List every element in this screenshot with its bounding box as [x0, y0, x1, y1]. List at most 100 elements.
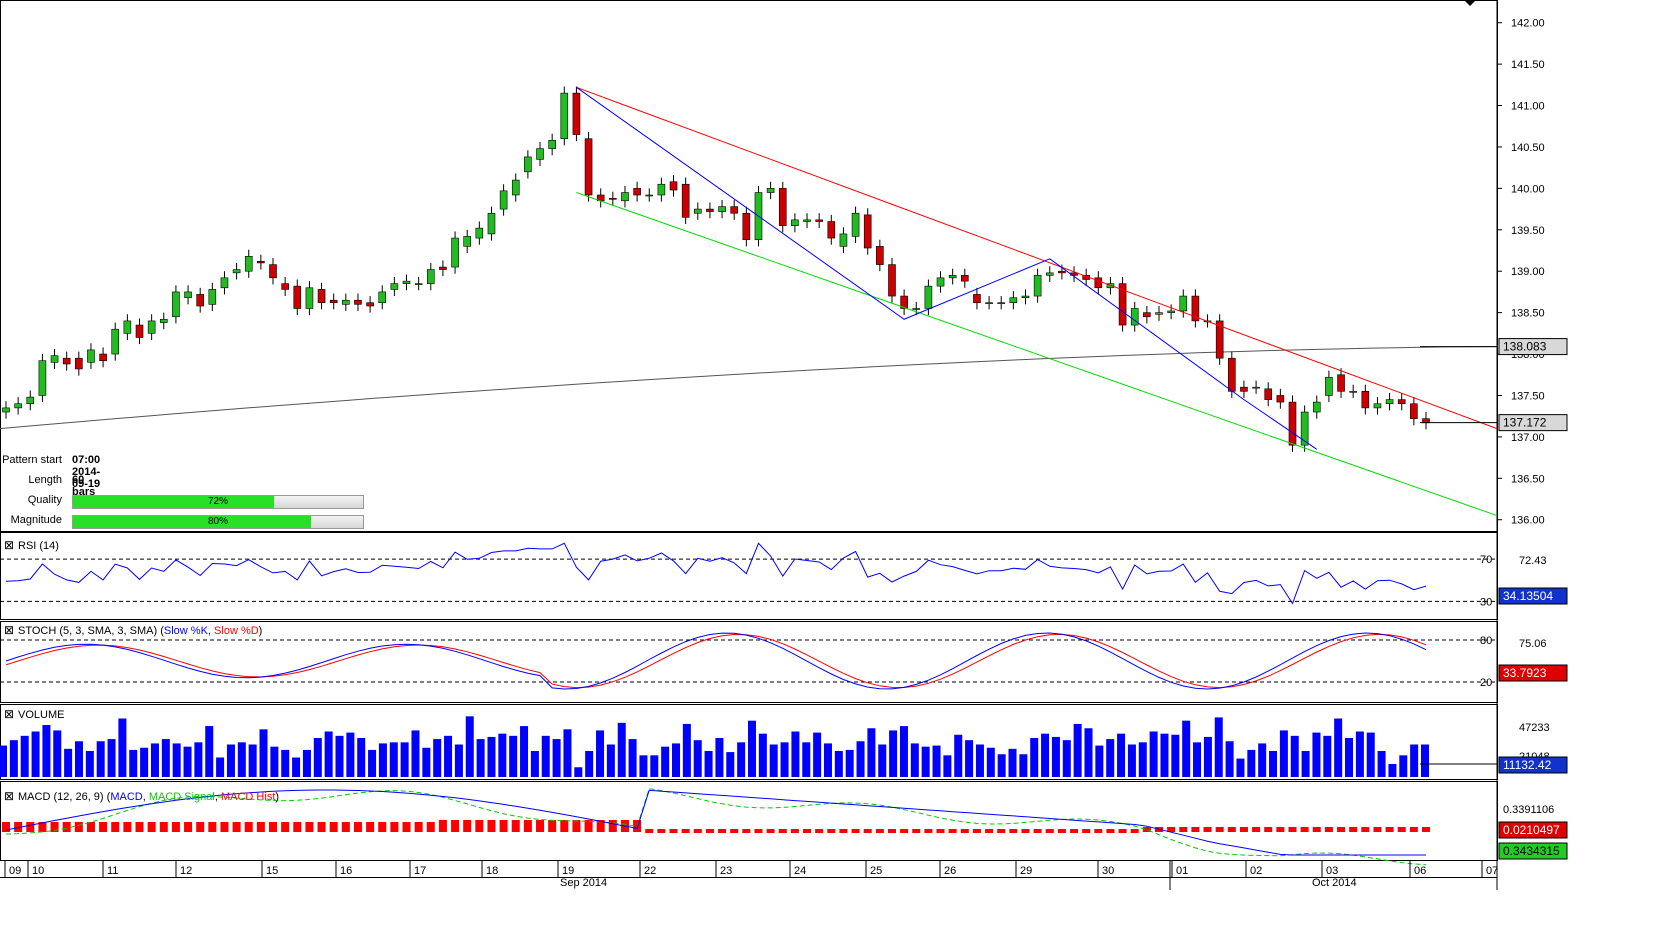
volume-bar [498, 733, 507, 777]
candle-body [718, 206, 726, 212]
macd-hist-bar [159, 822, 168, 832]
volume-bar [118, 718, 127, 777]
price-tick-label: 142.00 [1511, 18, 1545, 30]
candle [135, 318, 144, 345]
volume-bar [1117, 733, 1126, 777]
candle [487, 206, 496, 241]
candle [973, 287, 981, 310]
volume-axis-label-1: 47233 [1519, 722, 1550, 734]
candle-body [26, 396, 35, 405]
candle [572, 86, 581, 142]
macd-hist-legend: MACD Hist [221, 791, 275, 803]
stoch-close: ) [259, 625, 263, 637]
volume-bar [943, 755, 952, 777]
macd-hist-bar [281, 822, 290, 832]
volume-bar [1258, 743, 1267, 777]
macd-hist-bar [972, 829, 981, 833]
volume-bar [617, 722, 626, 777]
candle [50, 349, 59, 369]
macd-hist-bar [1021, 829, 1030, 833]
stoch-label: STOCH (5, 3, SMA, 3, SMA) ( [18, 625, 164, 637]
rsi-axis-label: 72.43 [1519, 555, 1547, 567]
macd-label: MACD (12, 26, 9) ( [18, 791, 111, 803]
candle [657, 177, 666, 202]
candle-body [1252, 386, 1260, 389]
candle [827, 214, 836, 245]
candle-body [62, 357, 71, 365]
macd-hist-bar [1106, 829, 1115, 833]
candle [803, 213, 811, 229]
macd-hist-bar [1227, 827, 1236, 832]
macd-hist-bar [378, 822, 387, 832]
rsi-30-label: 30 [1480, 596, 1492, 608]
volume-bar [411, 730, 420, 777]
macd-hist-bar [572, 820, 581, 832]
volume-bar [932, 745, 941, 777]
volume-bar [85, 751, 94, 777]
candle [390, 277, 399, 297]
volume-bar [845, 749, 854, 777]
candle [269, 257, 277, 285]
volume-bar [856, 741, 865, 777]
month-label-oct: Oct 2014 [1312, 877, 1357, 889]
volume-bar [921, 746, 930, 777]
candle [281, 277, 289, 297]
candle [244, 249, 253, 278]
candle-body [1325, 376, 1333, 396]
candle [584, 132, 593, 202]
volume-bar [433, 739, 442, 777]
candle [26, 390, 35, 411]
candle-body [220, 277, 229, 289]
candle [730, 199, 739, 220]
candle [1349, 384, 1357, 398]
candle-body [572, 92, 581, 135]
candle [99, 347, 107, 368]
macd-hist-bar [1252, 827, 1261, 832]
macd-hist-bar [778, 829, 787, 833]
time-tick-label: 17 [414, 865, 426, 877]
candle [317, 282, 326, 310]
candle [524, 150, 532, 179]
macd-hist-bar [475, 820, 484, 832]
volume-bar [867, 728, 876, 777]
time-tick-label: 07 [1486, 865, 1498, 877]
macd-hist-bar [936, 829, 945, 833]
volume-bar [161, 739, 170, 777]
volume-bar [899, 726, 908, 777]
candle-body [1385, 399, 1394, 405]
stoch-d-legend: Slow %D [214, 625, 259, 637]
volume-bar [1355, 731, 1364, 777]
candle [1300, 405, 1309, 452]
volume-bar [954, 734, 963, 777]
candle-body [912, 308, 921, 310]
macd-axis-label: 0.3391106 [1503, 804, 1554, 816]
candle-body [269, 264, 277, 279]
volume-bar [878, 744, 887, 777]
macd-hist-bar [1094, 829, 1103, 833]
volume-bar [737, 742, 746, 777]
price-tick-label: 141.50 [1511, 59, 1545, 71]
volume-bar [606, 744, 615, 777]
candle [681, 177, 690, 224]
candle [863, 208, 872, 255]
candle-body [1276, 395, 1285, 403]
macd-legend: MACD [110, 791, 142, 803]
price-tick-label: 137.50 [1511, 390, 1545, 402]
pattern-start-label: Pattern start [2, 454, 62, 466]
time-tick-label: 10 [32, 865, 44, 877]
volume-bar [444, 735, 453, 777]
volume-bar [1269, 751, 1278, 777]
candle [900, 289, 908, 316]
candle-body [1155, 312, 1163, 315]
macd-hist-bar [960, 829, 969, 833]
candle [621, 185, 629, 208]
macd-hist-bar [511, 820, 520, 832]
macd-hist-bar [293, 822, 302, 832]
candle-body [378, 291, 387, 303]
volume-bar [129, 749, 138, 777]
volume-bar [574, 767, 583, 777]
macd-value-label: 0.3434315 [1503, 844, 1560, 858]
volume-bar [1030, 738, 1039, 777]
sma-line [0, 346, 1498, 430]
